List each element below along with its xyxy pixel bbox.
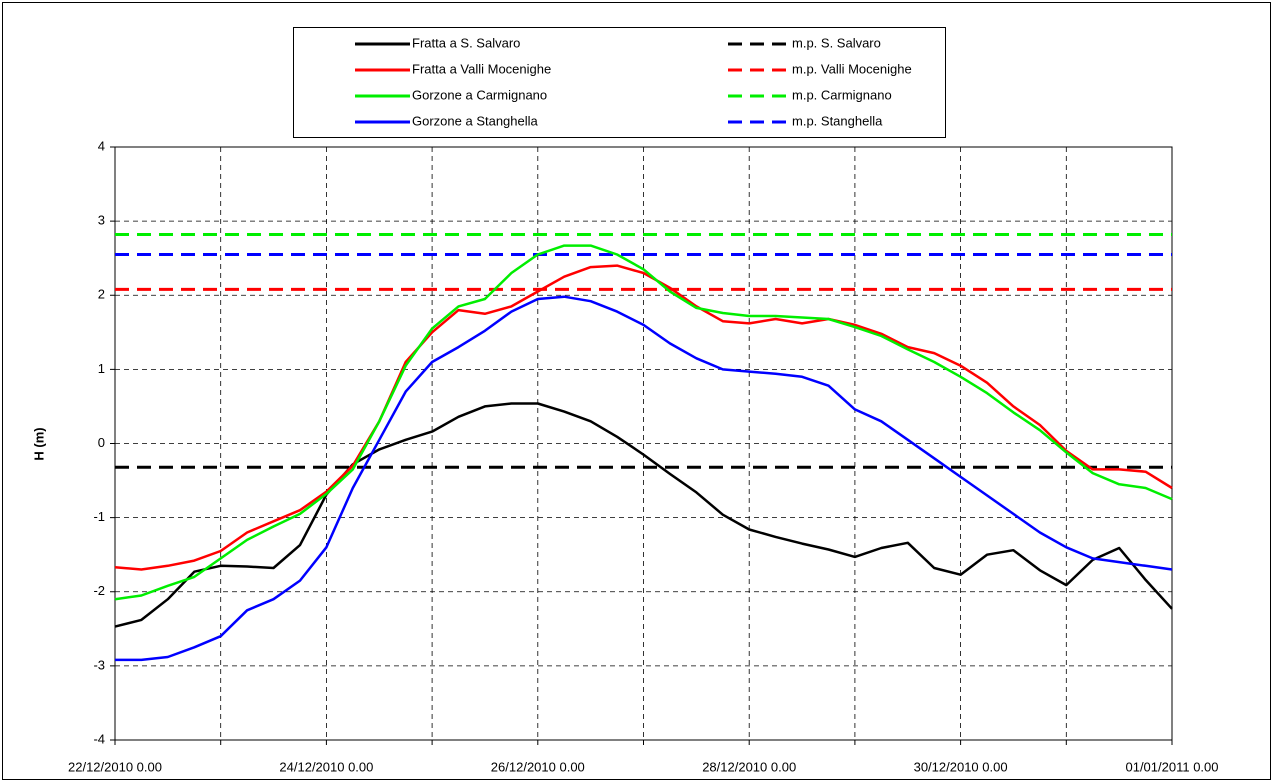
legend-label: m.p. Valli Mocenighe [792, 61, 912, 76]
y-tick-label: 0 [98, 435, 105, 450]
x-tick-label: 24/12/2010 0.00 [279, 759, 373, 774]
plot-area [114, 146, 1173, 741]
y-tick-label: -4 [93, 731, 105, 746]
x-tick-label: 01/01/2011 0.00 [1125, 759, 1218, 774]
legend [293, 27, 946, 138]
y-tick-label: -3 [93, 657, 105, 672]
y-tick-label: 3 [98, 213, 105, 228]
legend-label: Gorzone a Carmignano [412, 87, 547, 102]
series-line [115, 295, 1173, 662]
legend-label: m.p. Carmignano [792, 87, 892, 102]
x-tick-label: 30/12/2010 0.00 [914, 759, 1008, 774]
legend-label: m.p. Stanghella [792, 113, 883, 128]
y-tick-label: 2 [98, 287, 105, 302]
series-line [114, 244, 1173, 601]
legend-label: Fratta a Valli Mocenighe [412, 61, 551, 76]
x-tick-label: 28/12/2010 0.00 [702, 759, 796, 774]
legend-label: m.p. S. Salvaro [792, 35, 881, 50]
series-line [114, 264, 1173, 571]
y-tick-label: -2 [93, 583, 105, 598]
y-tick-label: 4 [98, 138, 105, 153]
x-tick-label: 26/12/2010 0.00 [491, 759, 585, 774]
legend-label: Gorzone a Stanghella [412, 113, 539, 128]
y-axis-label: H (m) [31, 427, 46, 460]
series-line [114, 402, 1173, 628]
legend-label: Fratta a S. Salvaro [412, 35, 520, 50]
y-tick-label: 1 [98, 361, 105, 376]
x-tick-label: 22/12/2010 0.00 [68, 759, 162, 774]
y-tick-label: -1 [93, 509, 105, 524]
